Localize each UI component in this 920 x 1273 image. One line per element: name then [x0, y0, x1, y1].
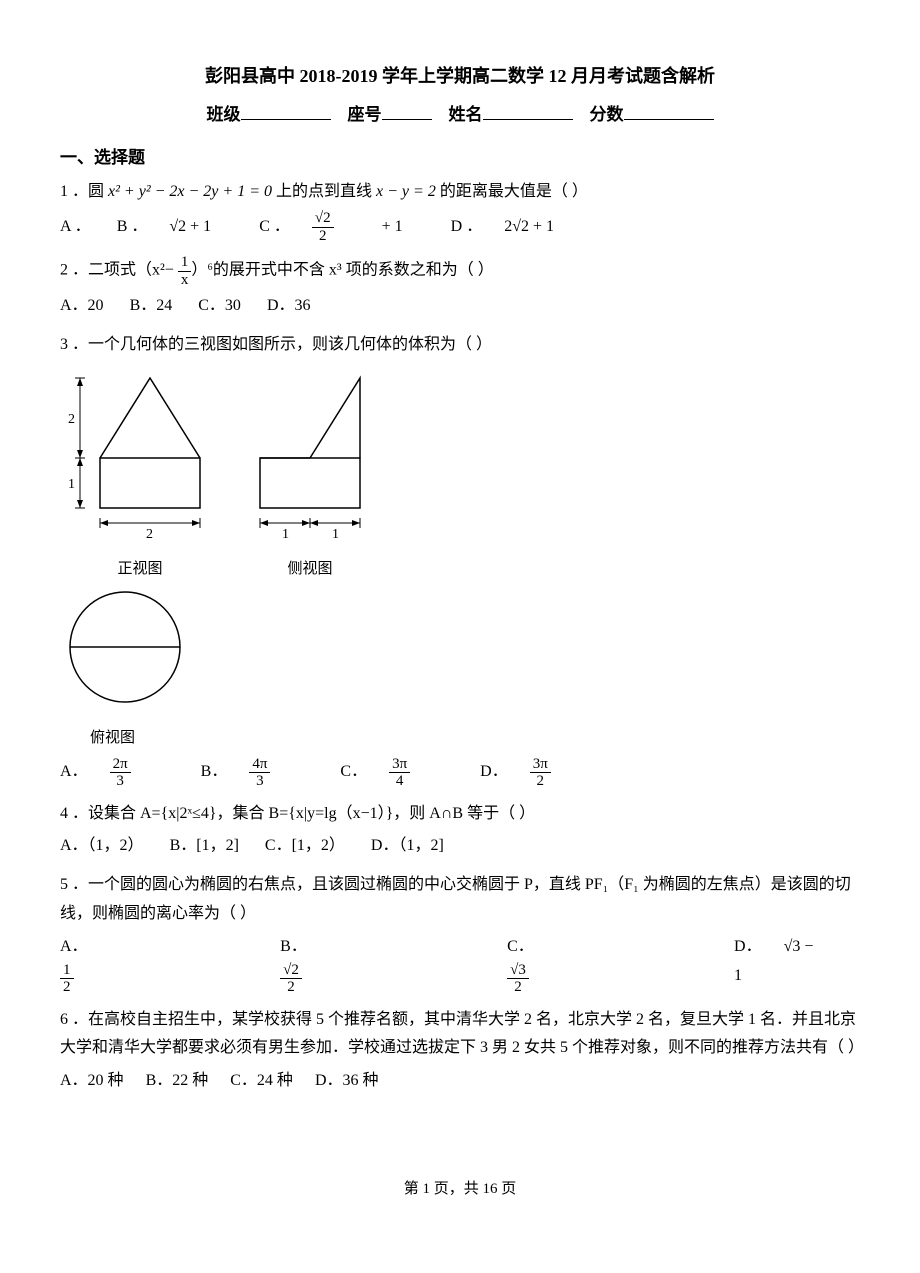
q4-opt-c: C．[1，2）: [265, 837, 345, 854]
q6-options: A．20 种 B．22 种 C．24 种 D．36 种: [60, 1067, 860, 1096]
q4-opt-a: A．（1，2）: [60, 837, 144, 854]
q1-opt-a: A ．: [60, 218, 91, 235]
front-view-svg: 2 1 2: [60, 368, 220, 543]
q5-opt-d: D．√3 − 1: [734, 933, 838, 996]
question-4: 4 ．设集合 A={x|2ˣ≤4}，集合 B={x|y=lg（x−1）}，则 A…: [60, 800, 860, 829]
front-view-figure: 2 1 2 正视图: [60, 368, 220, 583]
side-view-label: 侧视图: [240, 556, 380, 583]
q4-opt-d: D．（1，2]: [371, 837, 444, 854]
q3-opt-c: C．3π4: [340, 763, 454, 780]
side-view-svg: 1 1: [240, 368, 380, 543]
q3-opt-d: D．3π2: [480, 763, 595, 780]
q2-stem-a: 2 ．二项式（x²−: [60, 262, 178, 279]
header-fill-line: 班级 座号 姓名 分数: [60, 100, 860, 131]
question-2: 2 ．二项式（x²− 1x）⁶的展开式中不含 x³ 项的系数之和为（ ）: [60, 254, 860, 288]
dim-1b-label: 1: [332, 527, 339, 542]
q6-opt-c: C．24 种: [230, 1072, 293, 1089]
class-label: 班级: [207, 105, 241, 124]
class-blank[interactable]: [241, 102, 331, 120]
top-view-svg: [60, 587, 190, 712]
q3-opt-a: A．2π3: [60, 763, 175, 780]
top-view-label: 俯视图: [90, 725, 860, 752]
seat-blank[interactable]: [382, 102, 432, 120]
q5-options: A．12 B．√22 C．√32 D．√3 − 1: [60, 933, 860, 996]
question-3: 3 ．一个几何体的三视图如图所示，则该几何体的体积为（ ）: [60, 331, 860, 360]
q5-opt-a: A．12: [60, 933, 158, 996]
q1-opt-b: B ．√2 + 1: [117, 218, 234, 235]
q4-options: A．（1，2） B．[1，2] C．[1，2） D．（1，2]: [60, 832, 860, 861]
q1-expr1: x² + y² − 2x − 2y + 1 = 0: [108, 183, 272, 200]
q6-opt-a: A．20 种: [60, 1072, 124, 1089]
dim-1a-label: 1: [282, 527, 289, 542]
q1-opt-c: C ．√22 + 1: [259, 218, 424, 235]
q6-opt-d: D．36 种: [315, 1072, 379, 1089]
three-view-figures: 2 1 2 正视图: [60, 368, 860, 583]
front-view-label: 正视图: [60, 556, 220, 583]
page-footer: 第 1 页，共 16 页: [60, 1176, 860, 1203]
q2-opt-c: C．30: [198, 297, 241, 314]
q1-opt-d: D ．2√2 + 1: [451, 218, 576, 235]
question-6: 6 ．在高校自主招生中，某学校获得 5 个推荐名额，其中清华大学 2 名，北京大…: [60, 1006, 860, 1064]
q1-options: A ． B ．√2 + 1 C ．√22 + 1 D ．2√2 + 1: [60, 210, 860, 244]
score-blank[interactable]: [624, 102, 714, 120]
seat-label: 座号: [348, 105, 382, 124]
name-label: 姓名: [449, 105, 483, 124]
top-view-figure: 俯视图: [60, 587, 860, 752]
q6-opt-b: B．22 种: [146, 1072, 209, 1089]
name-blank[interactable]: [483, 102, 573, 120]
q2-opt-d: D．36: [267, 297, 311, 314]
q2-options: A．20 B．24 C．30 D．36: [60, 292, 860, 321]
q3-opt-b: B．4π3: [201, 763, 315, 780]
q3-options: A．2π3 B．4π3 C．3π4 D．3π2: [60, 756, 860, 790]
q1-stem-c: 的距离最大值是（ ）: [436, 183, 588, 200]
dim-2b-label: 2: [146, 527, 153, 542]
q1-stem-b: 上的点到直线: [272, 183, 376, 200]
q5-opt-b: B．√22: [280, 933, 385, 996]
section-1-heading: 一、选择题: [60, 143, 860, 174]
q4-opt-b: B．[1，2]: [170, 837, 239, 854]
q2-stem-b: ）⁶的展开式中不含 x³ 项的系数之和为（ ）: [191, 262, 493, 279]
q2-opt-b: B．24: [130, 297, 173, 314]
question-5: 5 ．一个圆的圆心为椭圆的右焦点，且该圆过椭圆的中心交椭圆于 P，直线 PF₁（…: [60, 871, 860, 929]
question-1: 1 ．圆 x² + y² − 2x − 2y + 1 = 0 上的点到直线 x …: [60, 178, 860, 207]
dim-1-label: 1: [68, 477, 75, 492]
q1-expr2: x − y = 2: [376, 183, 436, 200]
q2-opt-a: A．20: [60, 297, 104, 314]
exam-title: 彭阳县高中 2018-2019 学年上学期高二数学 12 月月考试题含解析: [60, 60, 860, 92]
score-label: 分数: [590, 105, 624, 124]
dim-2-label: 2: [68, 412, 75, 427]
side-view-figure: 1 1 侧视图: [240, 368, 380, 583]
q1-stem-a: 1 ．圆: [60, 183, 108, 200]
q5-opt-c: C．√32: [507, 933, 612, 996]
